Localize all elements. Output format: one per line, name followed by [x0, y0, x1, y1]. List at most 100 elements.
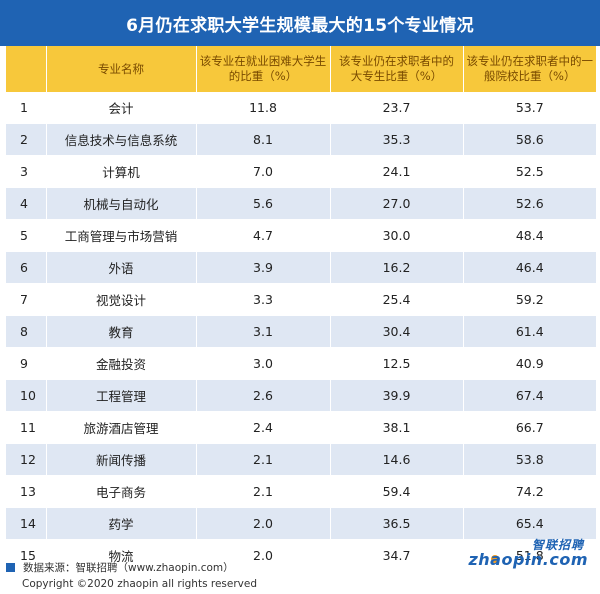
data-source: 数据来源：智联招聘（www.zhaopin.com） [6, 560, 234, 575]
college-share: 35.3 [330, 123, 464, 156]
logo-swoosh-icon [491, 555, 499, 563]
zhaopin-logo: 智联招聘 zhaopin.com [468, 536, 594, 570]
row-index: 6 [6, 251, 47, 284]
major-name: 外语 [46, 251, 197, 284]
major-name: 新闻传播 [46, 443, 197, 476]
table-row: 15 物流 2.0 34.7 51.8 [6, 539, 596, 572]
general-school-share: 46.4 [463, 251, 596, 284]
difficult-share: 2.4 [196, 411, 331, 444]
row-index: 12 [6, 443, 47, 476]
difficult-share: 2.0 [196, 539, 331, 572]
general-school-share: 67.4 [463, 379, 596, 412]
major-name: 电子商务 [46, 475, 197, 508]
header-major: 专业名称 [46, 46, 197, 92]
college-share: 30.4 [330, 315, 464, 348]
table-row: 5 工商管理与市场营销 4.7 30.0 48.4 [6, 219, 596, 252]
general-school-share: 61.4 [463, 315, 596, 348]
table-title: 6月仍在求职大学生规模最大的15个专业情况 [0, 0, 600, 46]
table-row: 13 电子商务 2.1 59.4 74.2 [6, 475, 596, 508]
row-index: 11 [6, 411, 47, 444]
row-index: 1 [6, 92, 47, 124]
college-share: 38.1 [330, 411, 464, 444]
general-school-share: 52.5 [463, 155, 596, 188]
general-school-share: 65.4 [463, 507, 596, 540]
row-index: 9 [6, 347, 47, 380]
table-row: 7 视觉设计 3.3 25.4 59.2 [6, 283, 596, 316]
table-row: 8 教育 3.1 30.4 61.4 [6, 315, 596, 348]
table-row: 9 金融投资 3.0 12.5 40.9 [6, 347, 596, 380]
row-index: 8 [6, 315, 47, 348]
college-share: 14.6 [330, 443, 464, 476]
college-share: 34.7 [330, 539, 464, 572]
major-name: 计算机 [46, 155, 197, 188]
general-school-share: 58.6 [463, 123, 596, 156]
college-share: 30.0 [330, 219, 464, 252]
college-share: 12.5 [330, 347, 464, 380]
major-name: 会计 [46, 92, 197, 124]
major-name: 教育 [46, 315, 197, 348]
major-name: 金融投资 [46, 347, 197, 380]
square-icon [6, 563, 15, 572]
table-row: 1 会计 11.8 23.7 53.7 [6, 92, 596, 124]
major-name: 视觉设计 [46, 283, 197, 316]
table-row: 2 信息技术与信息系统 8.1 35.3 58.6 [6, 123, 596, 156]
major-name: 药学 [46, 507, 197, 540]
logo-cn-text: 智联招聘 [531, 538, 584, 552]
college-share: 36.5 [330, 507, 464, 540]
college-share: 23.7 [330, 92, 464, 124]
row-index: 3 [6, 155, 47, 188]
general-school-share: 48.4 [463, 219, 596, 252]
data-source-text: 数据来源：智联招聘（www.zhaopin.com） [23, 562, 234, 574]
general-school-share: 51.8 [463, 539, 596, 572]
header-difficult-share: 该专业在就业困难大学生的比重（%） [196, 46, 331, 92]
general-school-share: 53.7 [463, 92, 596, 124]
header-row: 专业名称 该专业在就业困难大学生的比重（%） 该专业仍在求职者中的大专生比重（%… [6, 46, 596, 92]
major-name: 旅游酒店管理 [46, 411, 197, 444]
difficult-share: 2.1 [196, 475, 331, 508]
difficult-share: 2.0 [196, 507, 331, 540]
row-index: 10 [6, 379, 47, 412]
major-name: 物流 [46, 539, 197, 572]
table-row: 10 工程管理 2.6 39.9 67.4 [6, 379, 596, 412]
row-index: 4 [6, 187, 47, 220]
general-school-share: 66.7 [463, 411, 596, 444]
college-share: 39.9 [330, 379, 464, 412]
major-name: 机械与自动化 [46, 187, 197, 220]
general-school-share: 59.2 [463, 283, 596, 316]
header-college-share: 该专业仍在求职者中的大专生比重（%） [330, 46, 464, 92]
data-table: 专业名称 该专业在就业困难大学生的比重（%） 该专业仍在求职者中的大专生比重（%… [6, 46, 596, 572]
difficult-share: 3.0 [196, 347, 331, 380]
row-index: 14 [6, 507, 47, 540]
college-share: 27.0 [330, 187, 464, 220]
difficult-share: 3.9 [196, 251, 331, 284]
table-row: 4 机械与自动化 5.6 27.0 52.6 [6, 187, 596, 220]
difficult-share: 2.1 [196, 443, 331, 476]
major-name: 工商管理与市场营销 [46, 219, 197, 252]
copyright: Copyright ©2020 zhaopin all rights reser… [22, 578, 258, 590]
general-school-share: 52.6 [463, 187, 596, 220]
difficult-share: 8.1 [196, 123, 331, 156]
row-index: 5 [6, 219, 47, 252]
difficult-share: 4.7 [196, 219, 331, 252]
table-row: 6 外语 3.9 16.2 46.4 [6, 251, 596, 284]
difficult-share: 2.6 [196, 379, 331, 412]
college-share: 25.4 [330, 283, 464, 316]
college-share: 59.4 [330, 475, 464, 508]
major-name: 工程管理 [46, 379, 197, 412]
difficult-share: 11.8 [196, 92, 331, 124]
table-row: 14 药学 2.0 36.5 65.4 [6, 507, 596, 540]
table-row: 12 新闻传播 2.1 14.6 53.8 [6, 443, 596, 476]
difficult-share: 7.0 [196, 155, 331, 188]
logo-en-text: zhaopin.com [468, 550, 588, 569]
row-index: 2 [6, 123, 47, 156]
general-school-share: 53.8 [463, 443, 596, 476]
table-row: 3 计算机 7.0 24.1 52.5 [6, 155, 596, 188]
table-row: 11 旅游酒店管理 2.4 38.1 66.7 [6, 411, 596, 444]
header-general-school-share: 该专业仍在求职者中的一般院校比重（%） [463, 46, 596, 92]
difficult-share: 3.1 [196, 315, 331, 348]
difficult-share: 5.6 [196, 187, 331, 220]
major-name: 信息技术与信息系统 [46, 123, 197, 156]
general-school-share: 74.2 [463, 475, 596, 508]
general-school-share: 40.9 [463, 347, 596, 380]
difficult-share: 3.3 [196, 283, 331, 316]
